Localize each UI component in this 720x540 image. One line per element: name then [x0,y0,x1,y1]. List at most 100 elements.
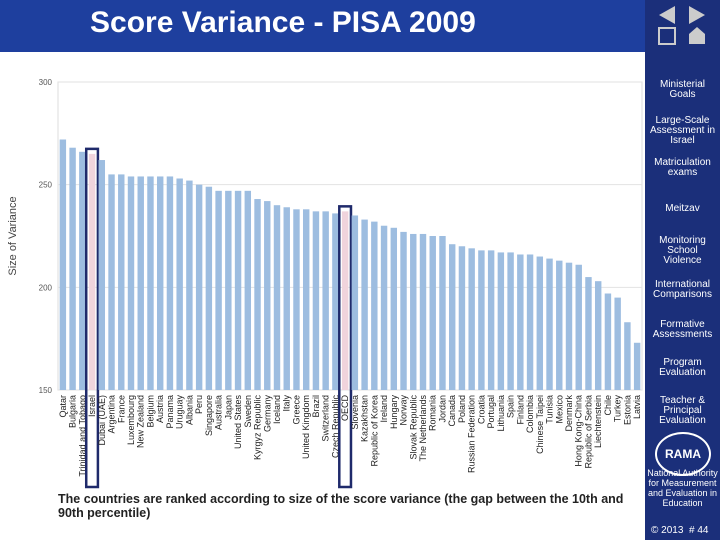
logo: RAMA [655,432,711,476]
x-tick-label: Austria [155,395,165,423]
x-tick-label: OECD [340,395,350,422]
bar [361,219,368,390]
menu-item[interactable]: Program Evaluation [659,357,706,378]
x-tick-label: Mexico [554,395,564,424]
x-tick-label: Ireland [379,395,389,423]
bar [536,256,544,390]
x-tick-label: Singapore [204,395,214,436]
x-tick-label: Italy [282,395,292,412]
x-tick-label: United Kingdom [301,395,311,459]
bar [137,176,144,390]
bar [341,211,349,390]
x-tick-label: Israel [87,395,97,417]
bar [254,199,261,390]
x-tick-label: Hong Kong-China [574,395,584,467]
x-tick-label: Qatar [58,395,68,418]
bar [400,231,407,390]
bar [497,252,505,390]
x-tick-label: Germany [262,395,272,433]
x-tick-label: Lithuania [496,395,506,432]
bar [556,260,563,390]
highlight-box [84,147,100,489]
x-tick-label: Kazakhstan [360,395,370,442]
bar [283,207,290,390]
bar [166,176,174,390]
menu-item[interactable]: Teacher & Principal Evaluation [659,395,706,426]
x-tick-label: Panama [165,395,175,429]
bar [565,262,573,390]
bar [127,176,135,390]
x-tick-label: Tunisia [545,395,555,424]
y-tick-label: 250 [39,181,53,190]
bar [478,250,485,390]
org-name: National Authority for Measurement and E… [647,468,718,508]
bar [79,151,86,390]
bar [108,174,115,390]
bar [458,246,466,390]
menu-item[interactable]: Large-Scale Assessment in Israel [649,115,716,146]
bar [264,201,271,390]
x-tick-label: Chinese Taipei [535,395,545,454]
bar [88,153,96,390]
x-tick-label: Canada [447,395,457,427]
sidebar: RAMA National Authority for Measurement … [645,0,720,540]
menu-item[interactable]: Matriculation exams [654,157,711,178]
bar [293,209,300,390]
bar [244,190,252,390]
x-tick-label: Russian Federation [467,395,477,473]
x-tick-label: Spain [506,395,516,418]
x-tick-label: Iceland [272,395,282,424]
bar [585,277,592,390]
bar [594,281,602,390]
x-tick-label: New Zealand [136,395,146,448]
bar [487,250,495,390]
bar [448,244,456,390]
menu-item[interactable]: Monitoring School Violence [659,235,706,266]
bar [205,186,213,390]
x-tick-label: Peru [194,395,204,414]
bar [322,211,329,390]
bar [517,254,524,390]
x-tick-label: United States [233,395,243,450]
caption: The countries are ranked according to si… [58,492,624,520]
x-tick-label: Japan [223,395,233,420]
bar [380,225,388,390]
y-axis-label: Size of Variance [7,196,19,275]
bar [195,184,203,390]
bar [604,293,612,390]
bar [614,297,621,390]
y-tick-label: 300 [39,78,53,87]
x-tick-label: Uruguay [175,395,185,430]
slide-title: Score Variance - PISA 2009 [0,0,645,52]
bar [419,233,427,390]
bar [468,248,475,390]
bar [98,160,106,390]
bar [507,252,514,390]
x-tick-label: Republic of Serbia [583,395,593,469]
x-tick-label: Chile [603,395,613,416]
menu-item[interactable]: International Comparisons [653,279,712,300]
x-tick-label: Republic of Korea [369,395,379,467]
x-tick-label: Luxembourg [126,395,136,445]
x-tick-label: Argentina [107,395,117,434]
menu-item[interactable]: Ministerial Goals [659,79,705,100]
x-tick-label: Sweden [243,395,253,428]
bar [147,176,154,390]
bar [575,264,582,390]
x-tick-label: Jordan [437,395,447,423]
menu-item[interactable]: Formative Assessments [652,319,713,340]
x-tick-label: France [116,395,126,423]
menu-item[interactable]: Meitzav [665,203,700,214]
bar [273,205,281,390]
x-tick-label: Bulgaria [68,395,78,428]
x-tick-label: Slovak Republic [408,395,418,460]
x-tick-label: Latvia [632,395,642,419]
x-tick-label: Poland [457,395,467,423]
bar [526,254,534,390]
bar [156,176,164,390]
x-tick-label: Hungary [389,395,399,430]
x-tick-label: Colombia [525,395,535,433]
y-tick-label: 200 [39,283,53,292]
nav-buttons[interactable] [645,0,720,52]
